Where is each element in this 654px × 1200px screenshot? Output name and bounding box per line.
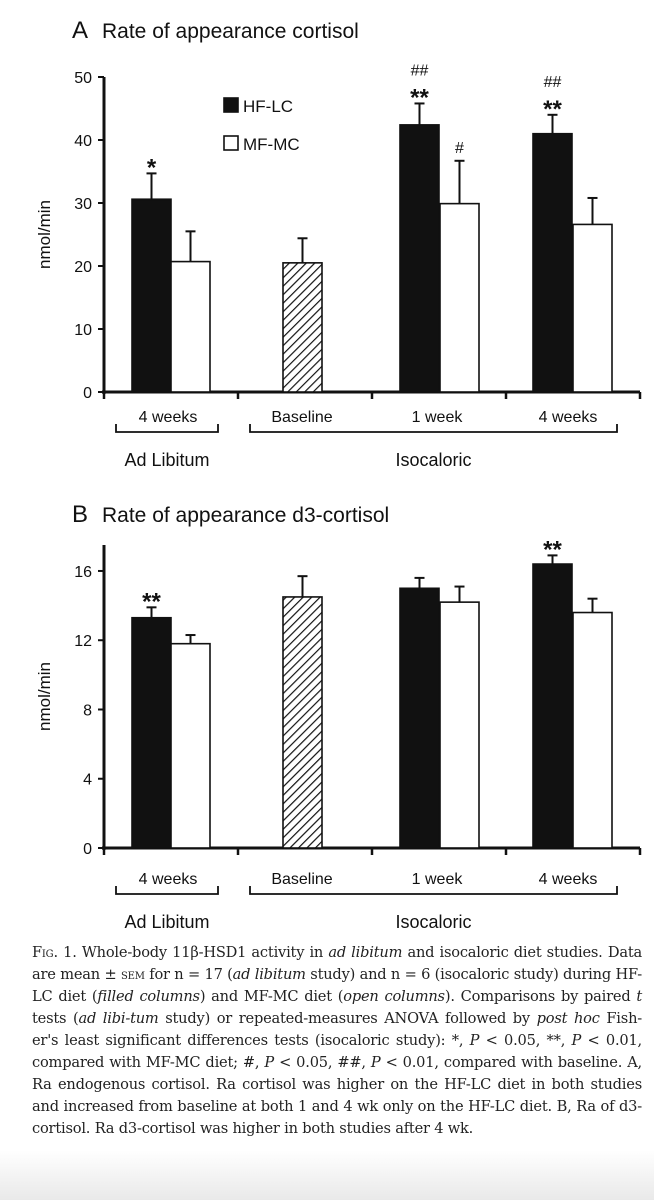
caption-italic-text: P (264, 1054, 275, 1071)
caption-italic-text: open columns (343, 988, 445, 1005)
bar (282, 262, 323, 393)
category-label: 4 weeks (139, 409, 198, 426)
significance-marker: ** (410, 84, 429, 111)
significance-marker: * (147, 154, 157, 181)
bar (572, 611, 613, 849)
significance-marker: ** (142, 588, 161, 615)
caption-text: . 1. Whole-body 11β-HSD1 activity in (53, 944, 329, 961)
bar (399, 587, 440, 849)
caption-text: ) and MF-MC diet ( (199, 988, 344, 1005)
legend-entry: HF-LC (243, 97, 293, 116)
bar (399, 124, 440, 393)
bottom-fade (0, 1150, 654, 1200)
caption-italic-text: ad libitum (328, 944, 403, 961)
y-tick-label: 30 (74, 196, 92, 213)
category-label: 1 week (412, 871, 464, 888)
panel-letter: A (72, 17, 88, 44)
caption-italic-text: ad libitum (232, 966, 306, 983)
significance-marker: ** (543, 96, 562, 123)
caption-text: < 0.05, **, (479, 1032, 572, 1049)
caption-text: and isocaloric diet studies. Data are me… (32, 944, 642, 983)
figure-charts: A Rate of appearance cortisol01020304050n… (35, 17, 642, 932)
caption-italic-text: ad libi-tum (78, 1010, 159, 1027)
group-label: Ad Libitum (124, 450, 209, 470)
y-tick-label: 40 (74, 133, 92, 150)
bar (532, 132, 573, 393)
category-label: Baseline (271, 409, 332, 426)
caption-italic-text: filled columns (97, 988, 200, 1005)
group-bracket (115, 424, 219, 433)
legend-swatch (223, 97, 239, 113)
bar (532, 563, 573, 849)
bar (170, 260, 211, 393)
panel-letter: B (72, 501, 88, 528)
caption-text: < 0.01, compared with MF-MC diet; #, (32, 1032, 642, 1071)
caption-italic-text: t (636, 988, 643, 1005)
group-label: Isocaloric (395, 912, 471, 932)
y-tick-label: 0 (83, 841, 92, 858)
y-axis-label: nmol/min (35, 662, 54, 731)
category-label: Baseline (271, 871, 332, 888)
caption-italic-text: P (370, 1054, 381, 1071)
chart-title: Rate of appearance d3-cortisol (102, 504, 389, 527)
caption-italic-text: post hoc (536, 1010, 600, 1027)
group-bracket (115, 886, 219, 895)
caption-italic-text: P (469, 1032, 480, 1049)
significance-marker: ## (544, 74, 562, 91)
caption-text: sem (120, 966, 145, 983)
caption-text: ). Comparisons by paired (444, 988, 637, 1005)
caption-text: Fish-er's least significant differences … (32, 1010, 642, 1049)
y-tick-label: 50 (74, 70, 92, 87)
group-label: Ad Libitum (124, 912, 209, 932)
bar (439, 601, 480, 849)
group-bracket (249, 886, 618, 895)
significance-marker: ** (543, 536, 562, 563)
caption-text: < 0.01, compared with baseline. A, Ra en… (32, 1054, 642, 1137)
figure-caption: Fig. 1. Whole-body 11β-HSD1 activity in … (32, 942, 642, 1140)
legend-entry: MF-MC (243, 135, 300, 154)
panel-a: A Rate of appearance cortisol 0 10 20 30 40 50 n… (35, 17, 642, 470)
y-tick-label: 16 (74, 564, 92, 581)
group-bracket (249, 424, 618, 433)
y-tick-label: 12 (74, 633, 92, 650)
legend-swatch (223, 135, 239, 151)
category-label: 4 weeks (139, 871, 198, 888)
significance-marker: # (455, 140, 464, 157)
category-label: 4 weeks (539, 871, 598, 888)
bar (170, 642, 211, 849)
caption-text: < 0.05, ##, (274, 1054, 371, 1071)
y-axis-label: nmol/min (35, 200, 54, 269)
y-tick-label: 4 (83, 772, 92, 789)
group-label: Isocaloric (395, 450, 471, 470)
y-tick-label: 0 (83, 385, 92, 402)
category-label: 4 weeks (539, 409, 598, 426)
bar (439, 202, 480, 393)
bar (131, 616, 172, 849)
chart-title: Rate of appearance cortisol (102, 20, 359, 43)
bar (282, 596, 323, 849)
caption-text: for n = 17 ( (144, 966, 233, 983)
caption-text: Fig (32, 944, 54, 961)
y-tick-label: 20 (74, 259, 92, 276)
y-tick-label: 8 (83, 702, 92, 719)
caption-italic-text: P (571, 1032, 582, 1049)
y-tick-label: 10 (74, 322, 92, 339)
bar (131, 198, 172, 393)
significance-marker: ## (411, 62, 429, 79)
category-label: 1 week (412, 409, 464, 426)
caption-text: tests ( (32, 1010, 79, 1027)
bar (572, 223, 613, 393)
caption-text: study) or repeated-measures ANOVA follow… (158, 1010, 537, 1027)
panel-b: B Rate of appearance d3-cortisol 0 4 8 12 16 nm… (35, 501, 642, 932)
caption-text: study) and n = 6 (isocaloric study) duri… (32, 966, 642, 1005)
